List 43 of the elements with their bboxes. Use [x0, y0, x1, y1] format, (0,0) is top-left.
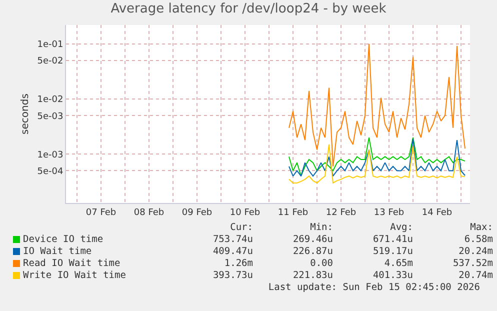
text: Max:	[469, 222, 493, 234]
chart-title: Average latency for /dev/loop24 - by week	[110, 1, 387, 16]
text: 221.83u	[292, 270, 333, 282]
text: 401.33u	[372, 270, 413, 282]
text: Avg:	[389, 222, 413, 234]
text: Min:	[309, 222, 333, 234]
legend-label: Read IO Wait time	[23, 258, 122, 270]
x-tick-label: 08 Feb	[134, 208, 164, 218]
y-tick-label: 5e-02	[37, 56, 64, 67]
text: 6.58m	[463, 234, 493, 246]
x-tick-label: 12 Feb	[326, 208, 356, 218]
y-tick-label: 5e-04	[37, 166, 64, 177]
x-tick-label: 09 Feb	[182, 208, 212, 218]
text: Last update: Sun Feb 15 02:45:00 2026	[267, 282, 480, 294]
text: 537.52m	[452, 258, 493, 270]
y-tick-label: 1e-03	[37, 150, 64, 160]
x-tick-label: 07 Feb	[86, 208, 116, 218]
text: 4.65m	[383, 258, 413, 270]
text: Cur:	[229, 222, 253, 234]
text: 0.00	[309, 258, 333, 270]
legend-label: IO Wait time	[23, 246, 93, 258]
x-tick-label: 13 Feb	[374, 208, 404, 218]
text: 409.47u	[212, 246, 253, 258]
x-tick-label: 10 Feb	[230, 208, 260, 218]
text: 20.24m	[458, 246, 493, 258]
y-axis-title: seconds	[20, 94, 32, 134]
line-series	[288, 144, 466, 184]
text: 269.46u	[292, 234, 333, 246]
x-tick-label: 14 Feb	[422, 208, 452, 218]
x-tick-label: 11 Feb	[278, 208, 308, 218]
text: 753.74u	[212, 234, 253, 246]
text: 226.87u	[292, 246, 333, 258]
legend-label: Write IO Wait time	[23, 270, 127, 282]
text: 671.41u	[372, 234, 413, 246]
text: 519.17u	[372, 246, 413, 258]
text: 20.74m	[458, 270, 493, 282]
line-series	[288, 43, 466, 167]
y-tick-label: 1e-02	[37, 95, 64, 106]
text: 393.73u	[212, 270, 253, 282]
y-tick-label: 1e-01	[37, 40, 64, 50]
legend-label: Device IO time	[23, 234, 104, 246]
text: 1.26m	[223, 258, 253, 270]
y-tick-label: 5e-03	[37, 112, 64, 122]
